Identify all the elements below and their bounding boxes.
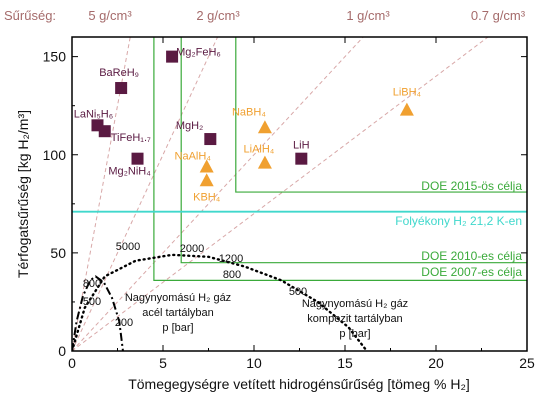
hydride-marker [166,50,179,63]
x-tick-label: 0 [68,355,76,371]
y-tick-label: 50 [50,245,66,261]
data-point-label: TiFeH₁.₇ [111,132,151,144]
density-header: Sűrűség: [4,8,56,23]
annotations: 5 g/cm³ 2 g/cm³ 1 g/cm³ 0.7 g/cm³ DOE 2015-ö… [74,8,526,340]
data-point-label: NaBH₄ [232,106,266,118]
data-point-label: BaReH₉ [99,67,139,79]
x-tick-label: 20 [428,355,444,371]
hydride-marker [204,133,217,146]
density-line [72,37,364,351]
doe-target-line [235,37,527,193]
x-tick-label: 10 [246,355,262,371]
hydride-marker [98,125,111,138]
steel-pressure-label: 200 [115,317,133,329]
data-point-label: Mg₂FeH₆ [176,47,221,59]
hydride-marker [131,152,144,165]
density-line-label: 1 g/cm³ [346,8,390,23]
steel-pressure-label: 800 [83,278,101,290]
data-point-label: LiH [293,140,310,152]
composite-pressure-label: 2000 [180,243,204,255]
steel-tank-curve [72,275,124,351]
doe-target-label: DOE 2007-es célja [421,265,522,279]
density-line-label: 2 g/cm³ [196,8,240,23]
data-point-label: LiBH₄ [393,87,422,99]
composite-pressure-label: 5000 [116,241,140,253]
steel-pressure-label: 500 [83,296,101,308]
complex-hydride-marker [257,120,272,134]
doe-target-label: DOE 2010-es célja [421,249,522,263]
hydride-marker [295,152,308,165]
liquid-hydrogen-label: Folyékony H₂ 21,2 K-en [395,214,522,228]
doe-target-label: DOE 2015-ös célja [421,179,522,193]
data-point-label: KBH₄ [193,191,221,203]
tank-curves [72,253,369,351]
data-markers [91,50,414,187]
axes: 0 5 10 15 20 25 0 50 100 150 [43,37,535,371]
steel-tank-label: p [bar] [162,322,193,334]
composite-pressure-label: 1200 [219,253,243,265]
steel-tank-label: Nagynyomású H₂ gáz [125,292,231,304]
doe-target-lines [72,37,527,281]
complex-hydride-marker [399,102,414,116]
doe-target-line [180,37,527,264]
density-line [72,37,489,351]
composite-pressure-label: 500 [289,286,307,298]
steel-tank-label: acél tartályban [142,307,214,319]
composite-tank-label: Nagynyomású H₂ gáz [302,298,408,310]
y-tick-label: 150 [43,49,67,65]
x-tick-label: 5 [159,355,167,371]
doe-target-line [153,37,527,281]
density-line [72,37,219,351]
y-tick-label: 100 [43,147,67,163]
composite-tank-label: p [bar] [339,328,370,340]
y-tick-label: 0 [58,343,66,359]
x-tick-label: 25 [519,355,535,371]
data-point-label: Mg₂NiH₄ [108,166,151,178]
data-point-label: NaAlH₄ [175,151,212,163]
complex-hydride-marker [199,173,214,187]
x-axis-title: Tömegegységre vetített hidrogénsűrűség [… [128,376,470,392]
complex-hydride-marker [199,159,214,173]
data-point-label: LaNi₅H₆ [74,108,113,120]
composite-pressure-label: 800 [223,269,241,281]
data-point-label: MgH₂ [176,120,204,132]
complex-hydride-marker [257,155,272,169]
composite-tank-curve [72,253,369,351]
hydride-marker [115,82,128,95]
density-line-label: 0.7 g/cm³ [471,8,526,23]
density-line-label: 5 g/cm³ [88,8,132,23]
y-axis-title: Térfogatsűrűség [kg H₂/m³] [15,110,31,278]
composite-tank-label: kompozit tartályban [307,313,402,325]
x-tick-label: 15 [337,355,353,371]
data-point-label: LiAlH₄ [244,144,275,156]
